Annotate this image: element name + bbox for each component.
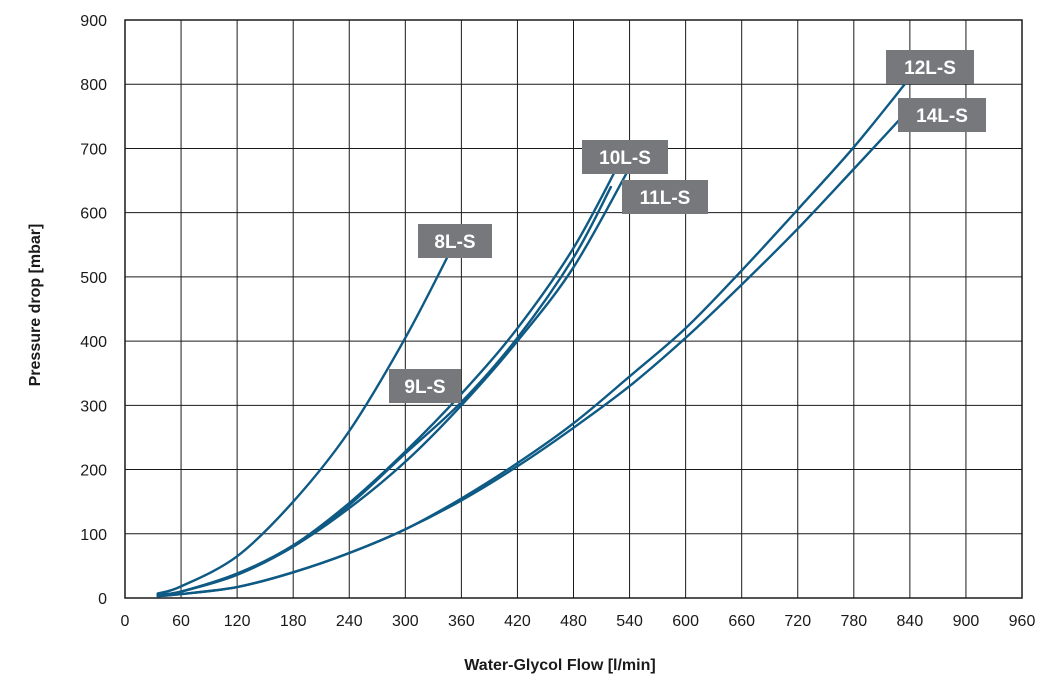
series-label-box: [622, 180, 708, 214]
x-tick-label: 240: [336, 613, 363, 630]
series-label-box: [898, 98, 986, 132]
x-tick-label: 900: [953, 613, 980, 630]
series-label-8l-s: 8L-S: [418, 224, 492, 258]
x-axis-ticks: 0 60 120 180 240 300 360 420 480 540 600 660 720 780 8…: [121, 613, 1036, 630]
curve-11l-s: [156, 166, 631, 596]
series-label-text: 8L-S: [434, 232, 475, 253]
series-label-text: 12L-S: [904, 58, 956, 79]
x-tick-label: 660: [728, 613, 755, 630]
series-label-box: [418, 224, 492, 258]
series-label-text: 9L-S: [404, 377, 445, 398]
x-tick-label: 120: [224, 613, 251, 630]
y-axis-ticks: 0 100 200 300 400 500 600 700 800 900: [80, 13, 107, 608]
curve-12l-s: [156, 76, 912, 598]
x-axis-label: Water-Glycol Flow [l/min]: [464, 657, 655, 674]
x-tick-label: 840: [897, 613, 924, 630]
x-tick-label: 300: [392, 613, 419, 630]
x-tick-label: 60: [172, 613, 190, 630]
series-label-11l-s: 11L-S: [622, 180, 708, 214]
curves: [156, 76, 916, 598]
series-label-box: [582, 140, 668, 174]
y-tick-label: 400: [80, 334, 107, 351]
series-label-9l-s: 9L-S: [389, 369, 461, 403]
series-label-box: [886, 50, 974, 84]
y-tick-label: 0: [98, 591, 107, 608]
x-tick-label: 0: [121, 613, 130, 630]
series-label-10l-s: 10L-S: [582, 140, 668, 174]
series-label-text: 10L-S: [599, 148, 651, 169]
y-tick-label: 100: [80, 527, 107, 544]
series-label-14l-s: 14L-S: [898, 98, 986, 132]
series-label-box: [389, 369, 461, 403]
plot-frame: [124, 19, 1023, 599]
x-tick-label: 420: [504, 613, 531, 630]
series-labels: 8L-S 9L-S 10L-S 11L-S 12L-S 14L-S: [389, 50, 986, 403]
x-tick-label: 600: [672, 613, 699, 630]
x-tick-label: 360: [448, 613, 475, 630]
curve-10l-s: [156, 160, 622, 596]
y-tick-label: 800: [80, 77, 107, 94]
y-tick-label: 700: [80, 141, 107, 158]
x-tick-label: 180: [280, 613, 307, 630]
series-label-text: 14L-S: [916, 106, 968, 127]
curve-8l-s: [156, 246, 454, 595]
y-tick-label: 200: [80, 463, 107, 480]
x-tick-label: 540: [616, 613, 643, 630]
x-tick-label: 780: [840, 613, 867, 630]
y-tick-label: 600: [80, 206, 107, 223]
series-label-text: 11L-S: [640, 188, 691, 209]
x-tick-label: 480: [560, 613, 587, 630]
y-axis-label: Pressure drop [mbar]: [27, 224, 44, 387]
series-label-12l-s: 12L-S: [886, 50, 974, 84]
y-tick-label: 500: [80, 270, 107, 287]
x-tick-label: 960: [1009, 613, 1036, 630]
y-tick-label: 300: [80, 398, 107, 415]
x-tick-label: 720: [784, 613, 811, 630]
y-tick-label: 900: [80, 13, 107, 30]
curve-14l-s: [156, 102, 916, 598]
